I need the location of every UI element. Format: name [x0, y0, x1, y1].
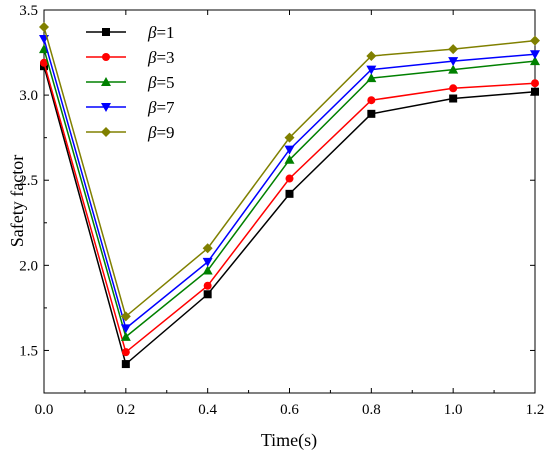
data-point-marker: [530, 35, 540, 46]
data-point-marker: [531, 79, 539, 88]
legend-value: =9: [156, 123, 174, 142]
legend-label: β=3: [147, 48, 175, 67]
data-point-marker: [285, 174, 294, 183]
data-point-marker: [448, 64, 459, 74]
legend-symbol: β: [147, 73, 157, 92]
x-tick-label: 0.0: [35, 402, 54, 418]
x-tick-label: 0.8: [362, 402, 381, 418]
data-point-marker: [203, 281, 212, 290]
data-point-marker: [366, 65, 377, 75]
data-point-marker: [120, 324, 131, 334]
legend-label: β=5: [147, 73, 175, 92]
series-3: [39, 44, 540, 341]
legend-value: =1: [156, 23, 174, 42]
data-point-marker: [448, 44, 459, 55]
legend: β=1β=3β=5β=7β=9: [86, 23, 175, 142]
series-5: [39, 22, 540, 322]
legend-symbol: β: [147, 123, 157, 142]
data-point-marker: [366, 50, 377, 61]
data-point-marker: [366, 73, 377, 83]
legend-value: =7: [156, 98, 175, 117]
legend-entry: β=5: [86, 73, 175, 92]
x-tick-label: 0.2: [116, 402, 135, 418]
data-point-marker: [449, 94, 458, 103]
data-point-marker: [40, 58, 48, 67]
series-line: [43, 26, 536, 318]
data-point-marker: [284, 154, 295, 164]
y-tick-label: 3.5: [19, 3, 38, 19]
y-axis-title: Safety factor: [7, 155, 27, 247]
y-tick-label: 3.0: [19, 88, 38, 104]
legend-symbol: β: [147, 98, 157, 117]
data-point-marker: [448, 57, 459, 67]
legend-entry: β=9: [86, 123, 175, 142]
x-tick-labels: 0.0 0.2 0.4 0.6 0.8 1.0 1.2: [35, 402, 545, 418]
data-point-marker: [284, 132, 295, 143]
data-point-marker: [449, 84, 458, 93]
y-tick-label: 2.5: [19, 173, 38, 189]
x-tick-label: 0.4: [198, 402, 217, 418]
x-tick-label: 0.6: [280, 402, 299, 418]
data-point-marker: [121, 348, 130, 357]
data-point-marker: [202, 243, 213, 254]
data-point-marker: [284, 145, 295, 155]
data-point-marker: [530, 50, 540, 60]
legend-entry: β=3: [86, 48, 175, 67]
y-tick-label: 1.5: [19, 343, 38, 359]
legend-marker: [101, 127, 111, 137]
data-point-marker: [120, 311, 131, 322]
legend-label: β=7: [147, 98, 175, 117]
data-point-marker: [202, 265, 213, 275]
data-point-marker: [39, 44, 49, 54]
data-point-marker: [203, 290, 212, 299]
series-layer: [39, 22, 540, 369]
legend-marker: [101, 103, 111, 112]
legend-label: β=1: [147, 23, 175, 42]
series-line: [43, 65, 536, 366]
x-tick-label: 1.2: [526, 402, 545, 418]
data-point-marker: [367, 109, 376, 118]
data-point-marker: [285, 189, 294, 198]
data-point-marker: [120, 331, 131, 341]
y-tick-labels: 1.5 2.0 2.5 3.0 3.5: [19, 3, 38, 359]
series-1: [40, 62, 539, 369]
series-4: [39, 34, 540, 334]
data-point-marker: [121, 360, 130, 369]
data-point-marker: [367, 96, 376, 105]
x-tick-label: 1.0: [444, 402, 463, 418]
y-tick-label: 2.0: [19, 258, 38, 274]
legend-value: =5: [156, 73, 174, 92]
legend-symbol: β: [147, 23, 157, 42]
legend-entry: β=1: [86, 23, 175, 42]
legend-value: =3: [156, 48, 174, 67]
legend-marker: [102, 28, 110, 36]
series-2: [40, 58, 539, 357]
legend-symbol: β: [147, 48, 157, 67]
data-point-marker: [202, 257, 213, 267]
legend-label: β=9: [147, 123, 175, 142]
data-point-marker: [530, 56, 540, 66]
data-point-marker: [39, 22, 49, 33]
legend-entry: β=7: [86, 98, 175, 117]
x-axis-title: Time(s): [261, 430, 317, 451]
legend-marker: [102, 53, 110, 61]
legend-marker: [101, 77, 111, 86]
data-point-marker: [531, 87, 539, 96]
